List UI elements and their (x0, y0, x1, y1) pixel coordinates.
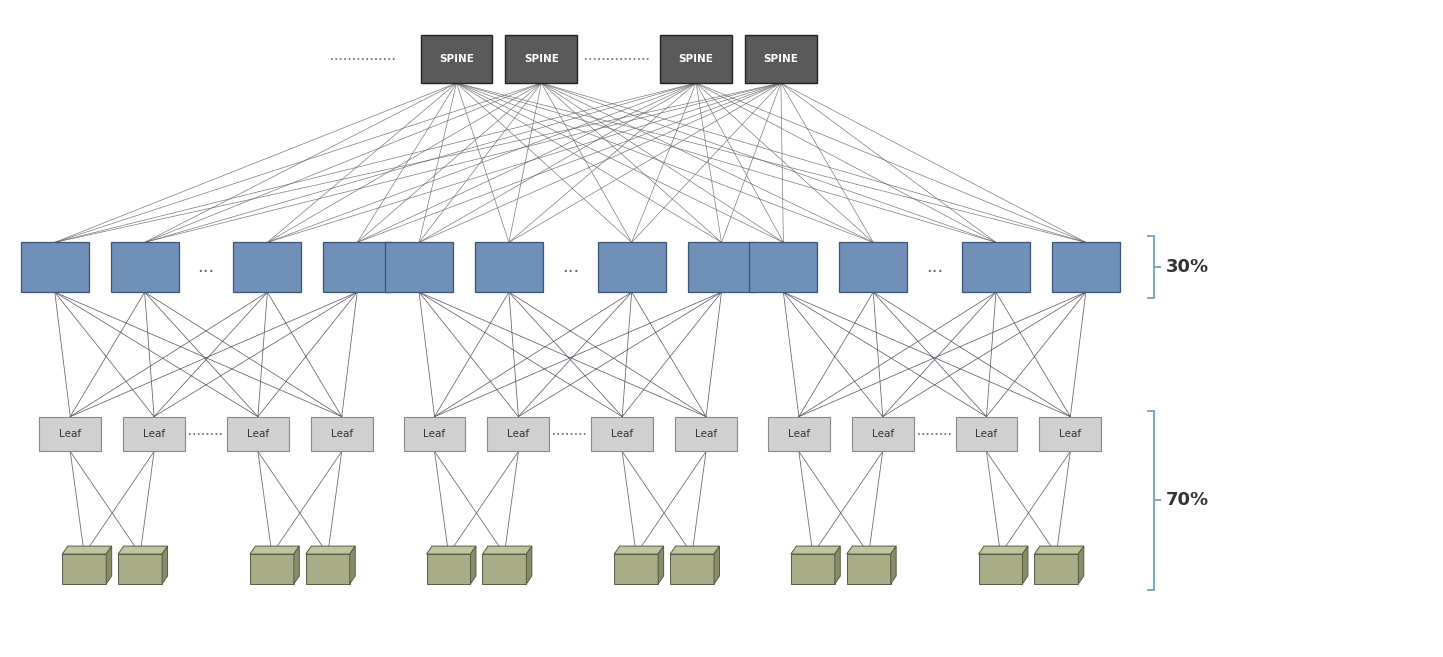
FancyBboxPatch shape (234, 242, 302, 292)
Text: Leaf: Leaf (1059, 429, 1081, 439)
FancyBboxPatch shape (1052, 242, 1120, 292)
FancyBboxPatch shape (385, 242, 453, 292)
Polygon shape (670, 546, 720, 554)
FancyBboxPatch shape (62, 554, 107, 584)
FancyBboxPatch shape (118, 554, 162, 584)
Text: 30%: 30% (1166, 258, 1209, 276)
Polygon shape (890, 546, 896, 584)
FancyBboxPatch shape (111, 242, 179, 292)
Polygon shape (162, 546, 167, 584)
FancyBboxPatch shape (250, 554, 294, 584)
FancyBboxPatch shape (978, 554, 1023, 584)
Polygon shape (306, 546, 355, 554)
FancyBboxPatch shape (791, 554, 835, 584)
FancyBboxPatch shape (20, 242, 88, 292)
Text: Leaf: Leaf (696, 429, 717, 439)
FancyBboxPatch shape (310, 417, 372, 451)
Text: Leaf: Leaf (247, 429, 268, 439)
FancyBboxPatch shape (659, 35, 732, 83)
Text: Leaf: Leaf (508, 429, 530, 439)
FancyBboxPatch shape (482, 554, 527, 584)
Text: Leaf: Leaf (872, 429, 893, 439)
Text: 70%: 70% (1166, 491, 1209, 509)
Polygon shape (250, 546, 299, 554)
FancyBboxPatch shape (749, 242, 817, 292)
Text: SPINE: SPINE (678, 54, 713, 64)
Polygon shape (978, 546, 1027, 554)
Text: Leaf: Leaf (612, 429, 633, 439)
Text: Leaf: Leaf (143, 429, 165, 439)
Polygon shape (470, 546, 476, 584)
Polygon shape (1078, 546, 1084, 584)
Polygon shape (62, 546, 111, 554)
Polygon shape (527, 546, 532, 584)
Polygon shape (118, 546, 167, 554)
Text: ...: ... (926, 258, 944, 276)
Polygon shape (847, 546, 896, 554)
Text: Leaf: Leaf (423, 429, 446, 439)
FancyBboxPatch shape (123, 417, 185, 451)
FancyBboxPatch shape (488, 417, 550, 451)
Polygon shape (714, 546, 720, 584)
Polygon shape (107, 546, 111, 584)
Polygon shape (658, 546, 664, 584)
FancyBboxPatch shape (39, 417, 101, 451)
Polygon shape (482, 546, 532, 554)
FancyBboxPatch shape (427, 554, 470, 584)
FancyBboxPatch shape (404, 417, 466, 451)
Polygon shape (1035, 546, 1084, 554)
Text: ...: ... (561, 258, 579, 276)
Text: Leaf: Leaf (788, 429, 810, 439)
FancyBboxPatch shape (745, 35, 817, 83)
FancyBboxPatch shape (1039, 417, 1101, 451)
FancyBboxPatch shape (306, 554, 349, 584)
Text: SPINE: SPINE (524, 54, 558, 64)
FancyBboxPatch shape (851, 417, 913, 451)
Text: ...: ... (198, 258, 215, 276)
FancyBboxPatch shape (687, 242, 756, 292)
FancyBboxPatch shape (615, 554, 658, 584)
FancyBboxPatch shape (675, 417, 737, 451)
FancyBboxPatch shape (597, 242, 665, 292)
Polygon shape (835, 546, 840, 584)
FancyBboxPatch shape (227, 417, 289, 451)
Text: Leaf: Leaf (330, 429, 352, 439)
FancyBboxPatch shape (962, 242, 1030, 292)
FancyBboxPatch shape (505, 35, 577, 83)
Polygon shape (294, 546, 299, 584)
FancyBboxPatch shape (1035, 554, 1078, 584)
FancyBboxPatch shape (840, 242, 908, 292)
Text: SPINE: SPINE (439, 54, 473, 64)
FancyBboxPatch shape (768, 417, 830, 451)
FancyBboxPatch shape (847, 554, 890, 584)
Text: Leaf: Leaf (975, 429, 997, 439)
Polygon shape (615, 546, 664, 554)
Polygon shape (791, 546, 840, 554)
FancyBboxPatch shape (475, 242, 543, 292)
FancyBboxPatch shape (670, 554, 714, 584)
FancyBboxPatch shape (420, 35, 492, 83)
Text: SPINE: SPINE (763, 54, 798, 64)
Polygon shape (1023, 546, 1027, 584)
Text: Leaf: Leaf (59, 429, 81, 439)
Polygon shape (427, 546, 476, 554)
FancyBboxPatch shape (323, 242, 391, 292)
Polygon shape (349, 546, 355, 584)
FancyBboxPatch shape (592, 417, 654, 451)
FancyBboxPatch shape (955, 417, 1017, 451)
